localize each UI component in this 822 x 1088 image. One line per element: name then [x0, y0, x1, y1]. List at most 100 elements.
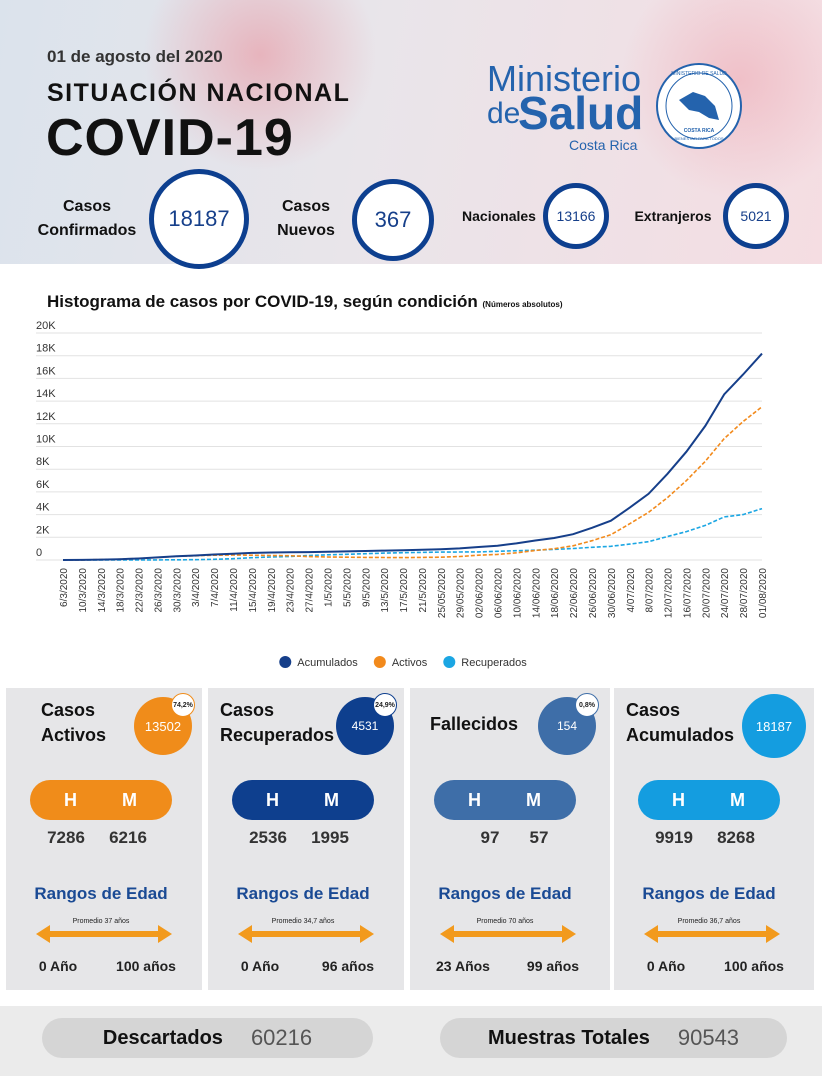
range-title: Rangos de Edad	[236, 884, 370, 903]
chart-title: Histograma de casos por COVID-19, según …	[47, 292, 563, 312]
sex-label: M	[730, 790, 745, 810]
logo-text: de	[487, 97, 521, 130]
range-title: Rangos de Edad	[642, 884, 776, 903]
average-age: Promedio 34,7 años	[271, 918, 335, 925]
summary-label: Casos	[62, 198, 112, 215]
max-age: 100 años	[724, 958, 784, 974]
chart-title-text: Histograma de casos por COVID-19, según …	[47, 292, 478, 311]
women-count: 57	[529, 828, 549, 847]
seal-map	[679, 92, 719, 120]
summary-label: Nuevos	[277, 222, 335, 239]
y-tick-label: 20K	[36, 320, 56, 332]
arrow-shape	[238, 925, 374, 943]
min-age: 0 Año	[38, 958, 78, 974]
card-title: Casos	[41, 700, 96, 720]
x-tick-label: 13/5/2020	[380, 568, 391, 613]
x-tick-label: 21/5/2020	[418, 568, 429, 613]
card-title: Recuperados	[220, 725, 335, 745]
y-tick-label: 0	[36, 547, 42, 559]
logo-text: Salud	[518, 87, 644, 139]
x-tick-label: 29/05/2020	[456, 568, 467, 618]
x-tick-label: 8/07/2020	[645, 568, 656, 613]
seal-text: COSTA RICA	[684, 128, 715, 134]
sex-label: H	[266, 790, 279, 810]
x-tick-label: 25/05/2020	[437, 568, 448, 618]
footer-label: Descartados	[102, 1026, 223, 1049]
summary-value: 18187	[149, 169, 249, 269]
x-tick-label: 11/4/2020	[229, 568, 240, 612]
sex-label: H	[468, 790, 481, 810]
subtitle: SITUACIÓN NACIONAL	[47, 79, 351, 107]
y-tick-label: 12K	[36, 411, 56, 423]
card-title: Fallecidos	[430, 714, 519, 734]
y-tick-label: 14K	[36, 388, 56, 400]
x-tick-label: 10/06/2020	[512, 568, 523, 618]
average-age: Promedio 36,7 años	[677, 918, 741, 925]
x-tick-label: 20/07/2020	[701, 568, 712, 618]
seal-text: BIENESTAR PARA TODOS	[674, 136, 723, 141]
summary-label: Extranjeros	[634, 208, 712, 224]
x-tick-label: 14/3/2020	[97, 568, 108, 613]
x-tick-label: 7/4/2020	[210, 568, 221, 607]
seal-ring	[665, 72, 733, 140]
series-line	[63, 507, 763, 561]
x-tick-label: 1/5/2020	[323, 568, 334, 607]
max-age: 100 años	[116, 958, 176, 974]
legend-marker	[279, 656, 292, 668]
card-title: Acumulados	[626, 725, 735, 745]
x-tick-label: 30/06/2020	[607, 568, 618, 618]
summary-label: Confirmados	[37, 222, 137, 239]
seal-text: MINISTERIO DE SALUD	[671, 71, 727, 77]
x-tick-label: 23/4/2020	[286, 568, 297, 613]
x-tick-label: 12/07/2020	[664, 568, 675, 618]
x-tick-label: 06/06/2020	[494, 568, 505, 618]
seal: MINISTERIO DE SALUD COSTA RICA BIENESTAR…	[656, 63, 742, 149]
x-tick-label: 17/5/2020	[399, 568, 410, 613]
x-tick-label: 16/07/2020	[682, 568, 693, 618]
sex-label: H	[672, 790, 685, 810]
y-tick-label: 6K	[36, 479, 50, 491]
chart-note: (Números absolutos)	[482, 300, 563, 309]
y-tick-label: 8K	[36, 456, 50, 468]
range-arrow	[238, 925, 374, 943]
x-tick-label: 26/06/2020	[588, 568, 599, 618]
average-age: Promedio 70 años	[476, 918, 534, 925]
summary-label: Casos	[281, 198, 331, 215]
range-arrow	[36, 925, 172, 943]
x-tick-label: 15/4/2020	[248, 568, 259, 613]
x-tick-label: 22/3/2020	[135, 568, 146, 613]
men-count: 9919	[655, 828, 693, 847]
footer-pill: Muestras Totales 90543	[440, 1018, 787, 1058]
arrow-shape	[644, 925, 780, 943]
x-tick-label: 30/3/2020	[172, 568, 183, 613]
arrow-shape	[440, 925, 576, 943]
max-age: 99 años	[526, 958, 580, 974]
x-tick-label: 10/3/2020	[78, 568, 89, 613]
x-tick-label: 02/06/2020	[475, 568, 486, 618]
women-count: 1995	[311, 828, 349, 847]
card: Casos Acumulados 18187 H M 9919 8268 Rangos de …	[614, 688, 814, 990]
men-count: 2536	[249, 828, 287, 847]
range-arrow	[440, 925, 576, 943]
footer-value: 90543	[677, 1025, 740, 1050]
footer-label: Muestras Totales	[487, 1026, 650, 1049]
y-tick-label: 16K	[36, 365, 56, 377]
y-tick-label: 2K	[36, 524, 50, 536]
x-tick-label: 18/06/2020	[550, 568, 561, 618]
card-badge: 24,9%	[373, 693, 397, 717]
y-tick-label: 18K	[36, 343, 56, 355]
x-tick-label: 22/06/2020	[569, 568, 580, 618]
card-value: 18187	[742, 694, 806, 758]
men-count: 7286	[47, 828, 85, 847]
card-value: 4531	[336, 697, 394, 755]
x-tick-label: 19/4/2020	[267, 568, 278, 613]
sex-label: M	[122, 790, 137, 810]
x-tick-label: 24/07/2020	[720, 568, 731, 618]
card-title: Activos	[41, 725, 107, 745]
range-arrow	[644, 925, 780, 943]
x-tick-label: 6/3/2020	[59, 568, 70, 607]
footer-pill: Descartados 60216	[42, 1018, 373, 1058]
